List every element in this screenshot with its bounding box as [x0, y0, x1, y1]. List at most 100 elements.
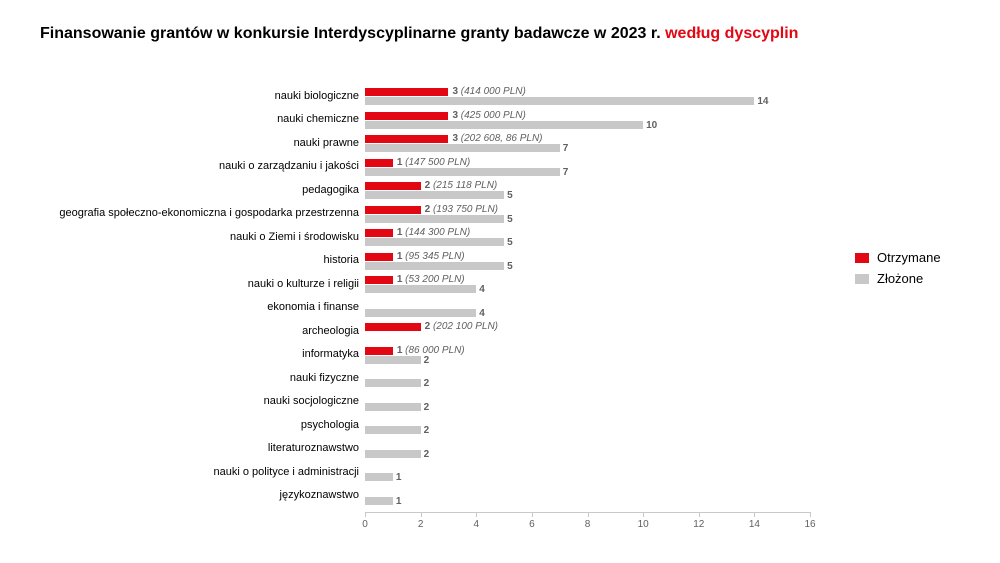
- x-tick-label: 2: [411, 519, 431, 530]
- bar-received: [365, 276, 393, 284]
- title-main: Finansowanie grantów w konkursie Interdy…: [40, 25, 665, 42]
- bar-received: [365, 159, 393, 167]
- value-label-received: 2 (202 100 PLN): [425, 321, 498, 332]
- x-tick: [643, 512, 644, 517]
- bar-received: [365, 253, 393, 261]
- value-label-submitted: 5: [507, 190, 513, 201]
- value-label-received: 1 (53 200 PLN): [397, 274, 465, 285]
- bar-submitted: [365, 238, 504, 246]
- x-tick: [588, 512, 589, 517]
- bar-received: [365, 206, 421, 214]
- category-label: informatyka: [302, 348, 359, 360]
- value-label-submitted: 1: [396, 472, 402, 483]
- bar-received: [365, 135, 448, 143]
- value-label-submitted: 7: [563, 167, 569, 178]
- category-label: nauki socjologiczne: [264, 395, 359, 407]
- bar-submitted: [365, 191, 504, 199]
- bar-submitted: [365, 144, 560, 152]
- value-label-received: 2 (193 750 PLN): [425, 204, 498, 215]
- x-tick-label: 0: [355, 519, 375, 530]
- legend-swatch: [855, 253, 869, 263]
- category-label: nauki o polityce i administracji: [213, 466, 359, 478]
- bar-submitted: [365, 121, 643, 129]
- value-label-submitted: 4: [479, 284, 485, 295]
- category-label: ekonomia i finanse: [267, 301, 359, 313]
- category-label: geografia społeczno-ekonomiczna i gospod…: [59, 207, 359, 219]
- legend-label: Złożone: [877, 271, 923, 286]
- x-tick: [476, 512, 477, 517]
- x-tick-label: 14: [744, 519, 764, 530]
- value-label-submitted: 10: [646, 120, 657, 131]
- category-label: pedagogika: [302, 184, 359, 196]
- bar-submitted: [365, 379, 421, 387]
- x-tick: [365, 512, 366, 517]
- value-label-received: 2 (215 118 PLN): [425, 180, 498, 191]
- x-tick: [699, 512, 700, 517]
- category-label: nauki biologiczne: [275, 90, 359, 102]
- x-tick: [532, 512, 533, 517]
- value-label-received: 1 (95 345 PLN): [397, 251, 465, 262]
- bar-received: [365, 229, 393, 237]
- bar-submitted: [365, 497, 393, 505]
- value-label-received: 3 (425 000 PLN): [452, 110, 525, 121]
- category-label: nauki fizyczne: [290, 372, 359, 384]
- category-label: archeologia: [302, 325, 359, 337]
- bar-submitted: [365, 97, 754, 105]
- value-label-submitted: 5: [507, 214, 513, 225]
- x-tick-label: 10: [633, 519, 653, 530]
- bar-submitted: [365, 168, 560, 176]
- legend-item: Złożone: [855, 271, 941, 286]
- value-label-submitted: 5: [507, 261, 513, 272]
- x-tick: [810, 512, 811, 517]
- category-label: nauki chemiczne: [277, 113, 359, 125]
- title-accent: według dyscyplin: [665, 25, 798, 42]
- category-label: nauki o zarządzaniu i jakości: [219, 160, 359, 172]
- legend-item: Otrzymane: [855, 250, 941, 265]
- bar-submitted: [365, 403, 421, 411]
- value-label-submitted: 7: [563, 143, 569, 154]
- legend: Otrzymane Złożone: [855, 250, 941, 292]
- value-label-submitted: 2: [424, 378, 430, 389]
- category-label: literaturoznawstwo: [268, 442, 359, 454]
- bar-submitted: [365, 473, 393, 481]
- value-label-submitted: 2: [424, 425, 430, 436]
- value-label-submitted: 2: [424, 449, 430, 460]
- bar-submitted: [365, 426, 421, 434]
- category-label: językoznawstwo: [280, 489, 359, 501]
- plot-area: 02468101214163 (414 000 PLN)143 (425 000…: [365, 85, 810, 520]
- x-tick: [754, 512, 755, 517]
- legend-swatch: [855, 274, 869, 284]
- bar-submitted: [365, 450, 421, 458]
- x-tick: [421, 512, 422, 517]
- category-label: psychologia: [301, 419, 359, 431]
- value-label-submitted: 2: [424, 402, 430, 413]
- value-label-submitted: 2: [424, 355, 430, 366]
- category-label: nauki o kulturze i religii: [248, 278, 359, 290]
- bar-submitted: [365, 285, 476, 293]
- bar-received: [365, 88, 448, 96]
- x-tick-label: 8: [578, 519, 598, 530]
- bar-submitted: [365, 356, 421, 364]
- category-label: nauki o Ziemi i środowisku: [230, 231, 359, 243]
- bar-received: [365, 323, 421, 331]
- bar-received: [365, 182, 421, 190]
- value-label-submitted: 1: [396, 496, 402, 507]
- x-tick-label: 4: [466, 519, 486, 530]
- value-label-submitted: 14: [757, 96, 768, 107]
- chart-container: { "title_main": "Finansowanie grantów w …: [0, 0, 1000, 563]
- x-tick-label: 6: [522, 519, 542, 530]
- category-label: nauki prawne: [294, 137, 359, 149]
- bar-submitted: [365, 215, 504, 223]
- legend-label: Otrzymane: [877, 250, 941, 265]
- chart-title: Finansowanie grantów w konkursie Interdy…: [40, 25, 798, 43]
- value-label-received: 1 (147 500 PLN): [397, 157, 470, 168]
- x-tick-label: 16: [800, 519, 820, 530]
- x-tick-label: 12: [689, 519, 709, 530]
- bar-submitted: [365, 309, 476, 317]
- value-label-received: 3 (202 608, 86 PLN): [452, 133, 542, 144]
- category-label: historia: [324, 254, 359, 266]
- value-label-received: 3 (414 000 PLN): [452, 86, 525, 97]
- value-label-received: 1 (144 300 PLN): [397, 227, 470, 238]
- bar-submitted: [365, 262, 504, 270]
- value-label-submitted: 4: [479, 308, 485, 319]
